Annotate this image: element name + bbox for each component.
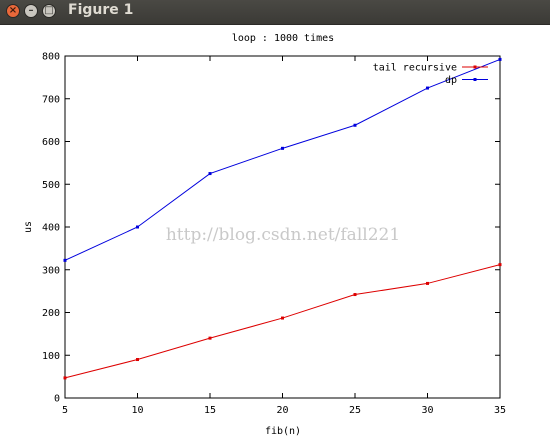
series-line-0 [64,264,501,379]
x-tick-label: 5 [62,405,68,416]
figure-canvas: loop : 1000 times http://blog.csdn.net/f… [23,33,506,437]
data-point-0 [208,336,212,340]
y-tick-label: 100 [42,351,60,362]
data-point-0 [281,316,284,320]
y-tick-label: 200 [42,308,60,319]
legend-marker [473,65,477,69]
x-tick-label: 30 [421,405,433,416]
data-point-1 [426,86,429,90]
data-point-0 [426,281,429,285]
minimize-button[interactable]: – [24,4,38,18]
x-axis-label: fib(n) [265,426,301,437]
data-point-1 [498,57,502,61]
x-tick-label: 15 [204,405,216,416]
y-axis-label: us [23,221,34,233]
legend-marker [473,78,477,81]
x-tick-label: 10 [131,405,143,416]
y-tick-label: 400 [42,223,60,234]
legend-label: dp [445,75,457,86]
data-point-1 [63,258,67,262]
y-tick-label: 800 [42,52,60,63]
data-point-1 [281,146,284,150]
y-tick-label: 300 [42,265,60,276]
y-tick-label: 0 [54,394,60,405]
data-point-1 [353,123,357,127]
data-point-0 [498,263,502,267]
x-tick-label: 35 [494,405,506,416]
y-tick-label: 600 [42,137,60,148]
data-point-0 [136,358,139,362]
window-title: Figure 1 [68,2,134,18]
window-titlebar: × – □ Figure 1 [0,0,550,25]
chart-title: loop : 1000 times [232,33,334,44]
data-point-0 [63,376,67,380]
close-button[interactable]: × [6,4,20,18]
watermark-text: http://blog.csdn.net/fall221 [166,225,400,245]
y-tick-label: 700 [42,94,60,105]
x-tick-label: 25 [349,405,361,416]
data-point-1 [136,225,139,229]
maximize-button[interactable]: □ [42,4,56,18]
legend-label: tail recursive [373,63,457,74]
data-point-1 [208,172,212,176]
data-point-0 [353,293,357,297]
x-tick-label: 20 [276,405,288,416]
y-tick-label: 500 [42,180,60,191]
